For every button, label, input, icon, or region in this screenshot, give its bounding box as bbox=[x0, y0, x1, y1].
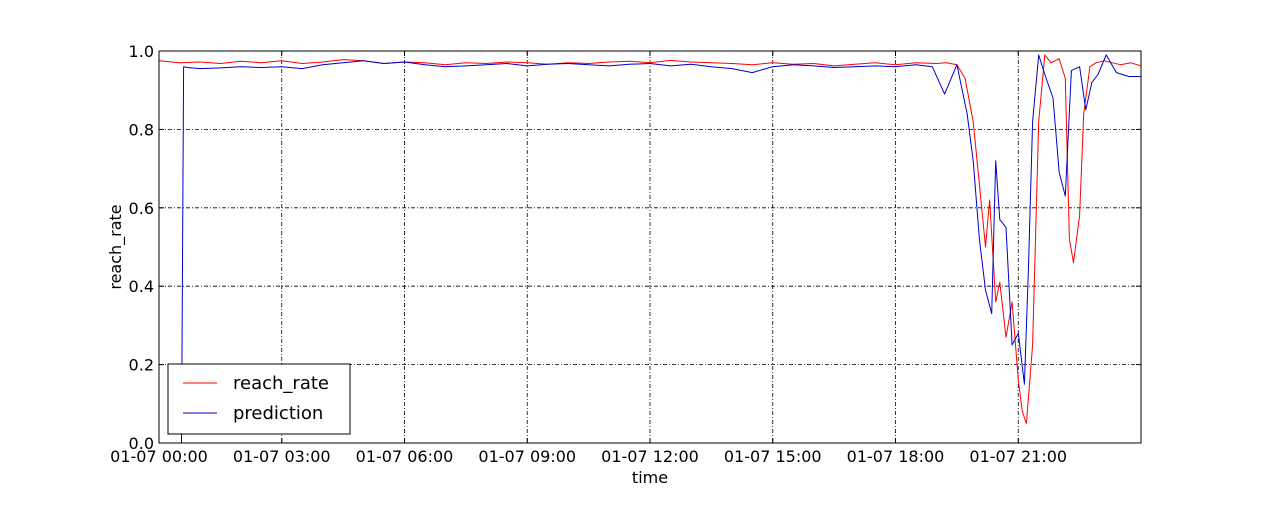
legend-label-prediction: prediction bbox=[233, 403, 323, 424]
x-tick-label: 01-07 18:00 bbox=[847, 447, 945, 466]
y-tick-label: 0.0 bbox=[129, 434, 154, 453]
legend-label-reach-rate: reach_rate bbox=[233, 373, 329, 394]
legend: reach_rate prediction bbox=[167, 363, 351, 435]
y-tick-label: 0.2 bbox=[129, 356, 154, 375]
y-axis-label: reach_rate bbox=[106, 204, 126, 289]
series-line-prediction bbox=[159, 54, 1141, 444]
x-tick-label: 01-07 06:00 bbox=[356, 447, 454, 466]
legend-box bbox=[167, 363, 351, 435]
x-tick-label: 01-07 21:00 bbox=[969, 447, 1067, 466]
axis-ticks: 01-07 00:00 01-07 03:00 01-07 06:00 01-07 0… bbox=[110, 42, 1141, 466]
x-tick-label: 01-07 03:00 bbox=[233, 447, 331, 466]
y-tick-label: 0.6 bbox=[129, 199, 154, 218]
y-tick-label: 0.4 bbox=[129, 277, 154, 296]
x-tick-label: 01-07 09:00 bbox=[478, 447, 576, 466]
series-lines bbox=[158, 54, 1142, 444]
y-tick-label: 1.0 bbox=[129, 42, 154, 61]
y-tick-label: 0.8 bbox=[129, 120, 154, 139]
x-tick-label: 01-07 15:00 bbox=[724, 447, 822, 466]
x-axis-label: time bbox=[632, 468, 668, 487]
x-tick-label: 01-07 12:00 bbox=[601, 447, 699, 466]
x-tick-label: 01-07 00:00 bbox=[110, 447, 208, 466]
